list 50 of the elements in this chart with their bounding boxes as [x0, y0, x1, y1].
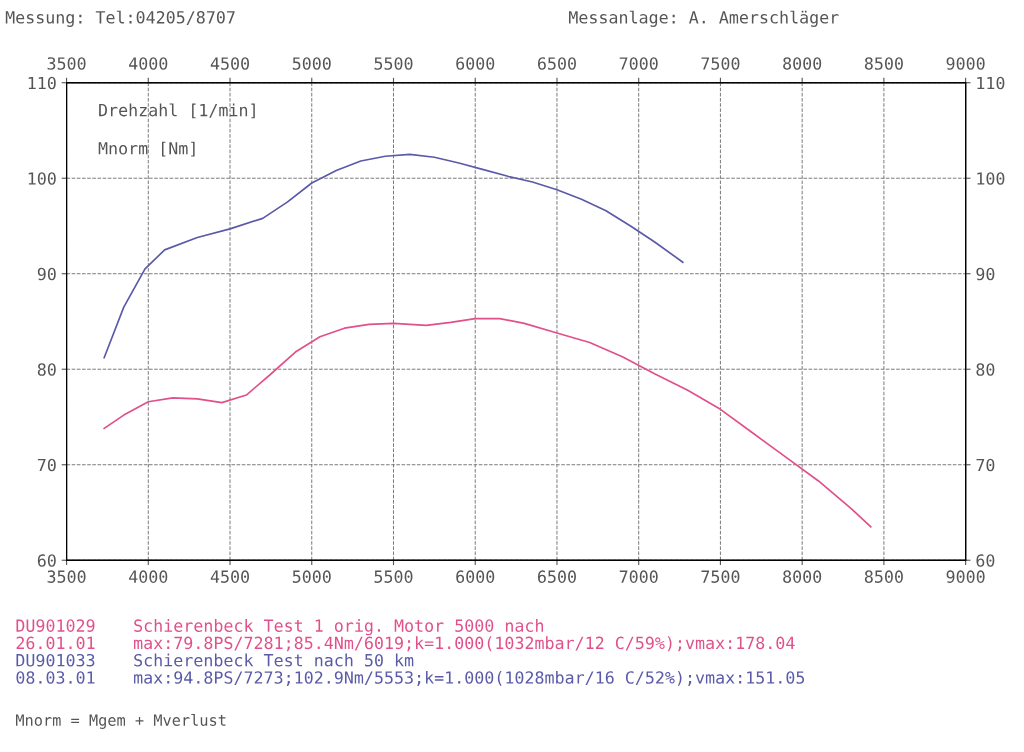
y-tick-label: 70 — [37, 458, 56, 472]
x-tick-label: 5500 — [374, 570, 413, 583]
x2-tick-label: 4000 — [129, 57, 168, 70]
x2-tick-label: 8500 — [864, 57, 903, 70]
y2-tick-label: 100 — [977, 172, 1005, 185]
y2-tick-label: 80 — [976, 363, 995, 376]
x-tick-label: 9000 — [946, 570, 985, 583]
x2-tick-label: 5500 — [374, 57, 413, 70]
y-tick-label: 80 — [37, 363, 56, 376]
x-tick-label: 4500 — [210, 570, 250, 583]
text: Schierenbeck Test 1 orig. Motor 5000 nach — [134, 619, 544, 636]
y2-tick-label: 110 — [977, 76, 1005, 90]
x2-tick-label: 9000 — [946, 57, 985, 70]
y2-tick-label: 70 — [976, 458, 995, 472]
x2-tick-label: 5000 — [292, 57, 331, 70]
x-tick-label: 6500 — [537, 570, 576, 583]
text: max:79.8PS/7281;85.4Nm/6019;k=1.000(1032mbar/12 C/59%);vmax:178.04 — [134, 636, 795, 652]
x-tick-label: 8500 — [864, 570, 903, 583]
y-tick-label: 100 — [28, 172, 56, 185]
text: Messanlage: A. Amerschläger — [569, 10, 839, 27]
x2-tick-label: 7000 — [619, 57, 658, 70]
line-series — [103, 317, 872, 528]
x2-tick-label: 7500 — [701, 57, 740, 70]
x-tick-label: 3500 — [47, 570, 86, 583]
text: DU901033 — [16, 653, 95, 667]
x-tick-label: 8000 — [783, 570, 822, 583]
y2-tick-label: 90 — [976, 267, 995, 281]
x2-tick-label: 8000 — [783, 57, 822, 70]
text: DU901029 — [16, 619, 95, 632]
y-tick-label: 60 — [37, 554, 56, 567]
x-tick-label: 5000 — [292, 570, 331, 583]
x-tick-label: 7000 — [619, 570, 658, 583]
x2-tick-label: 6000 — [456, 57, 495, 70]
text: 08.03.01 — [16, 671, 95, 684]
y-tick-label: 90 — [37, 267, 56, 281]
text: max:94.8PS/7273;102.9Nm/5553;k=1.000(1028mbar/16 C/52%);vmax:151.05 — [134, 670, 805, 686]
text: 26.01.01 — [16, 636, 95, 650]
text: Messung: Tel:04205/8707 — [5, 10, 235, 27]
y2-tick-label: 60 — [976, 554, 995, 567]
y-tick-label: 110 — [28, 76, 56, 90]
x-tick-label: 6000 — [456, 570, 495, 583]
x-tick-label: 4000 — [129, 570, 168, 583]
x-tick-label: 7500 — [701, 570, 740, 583]
annotation: Mnorm [Nm] — [98, 141, 195, 157]
x2-tick-label: 3500 — [47, 57, 86, 70]
text: Schierenbeck Test nach 50 km — [134, 653, 414, 667]
x2-tick-label: 6500 — [537, 57, 576, 70]
x2-tick-label: 4500 — [210, 57, 250, 70]
text: Mnorm = Mgem + Mverlust — [16, 713, 226, 729]
annotation: Drehzahl [1/min] — [99, 103, 255, 119]
